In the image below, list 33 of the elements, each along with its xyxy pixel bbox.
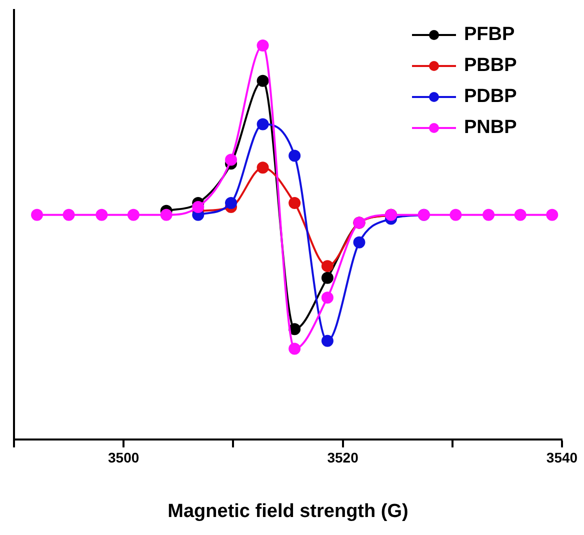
- point: [96, 208, 108, 221]
- legend-label: PDBP: [464, 86, 518, 108]
- point: [321, 272, 334, 284]
- point: [353, 236, 366, 248]
- point: [450, 208, 462, 221]
- point: [288, 323, 301, 336]
- x-tick-label: 3540: [546, 450, 578, 466]
- point: [256, 162, 269, 174]
- point: [225, 154, 238, 166]
- point: [225, 197, 238, 210]
- point: [288, 150, 301, 162]
- point: [192, 200, 204, 213]
- legend-label: PNBP: [464, 117, 518, 138]
- point: [256, 74, 269, 87]
- point: [127, 208, 140, 221]
- legend-label: PBBP: [464, 55, 518, 76]
- point: [546, 208, 558, 221]
- x-axis-title: Magnetic field strength (G): [168, 500, 408, 522]
- point: [256, 118, 269, 130]
- point: [514, 208, 526, 221]
- point: [321, 260, 334, 272]
- point: [321, 334, 334, 347]
- point: [288, 342, 301, 355]
- legend-label: PFBP: [464, 24, 515, 46]
- point: [62, 208, 75, 221]
- x-tick-label: 3520: [327, 450, 359, 466]
- point: [31, 208, 44, 221]
- point: [160, 208, 172, 221]
- point: [256, 39, 269, 52]
- point: [482, 208, 495, 221]
- point: [288, 197, 301, 210]
- x-tick-label: 3500: [108, 450, 140, 466]
- point: [321, 292, 334, 304]
